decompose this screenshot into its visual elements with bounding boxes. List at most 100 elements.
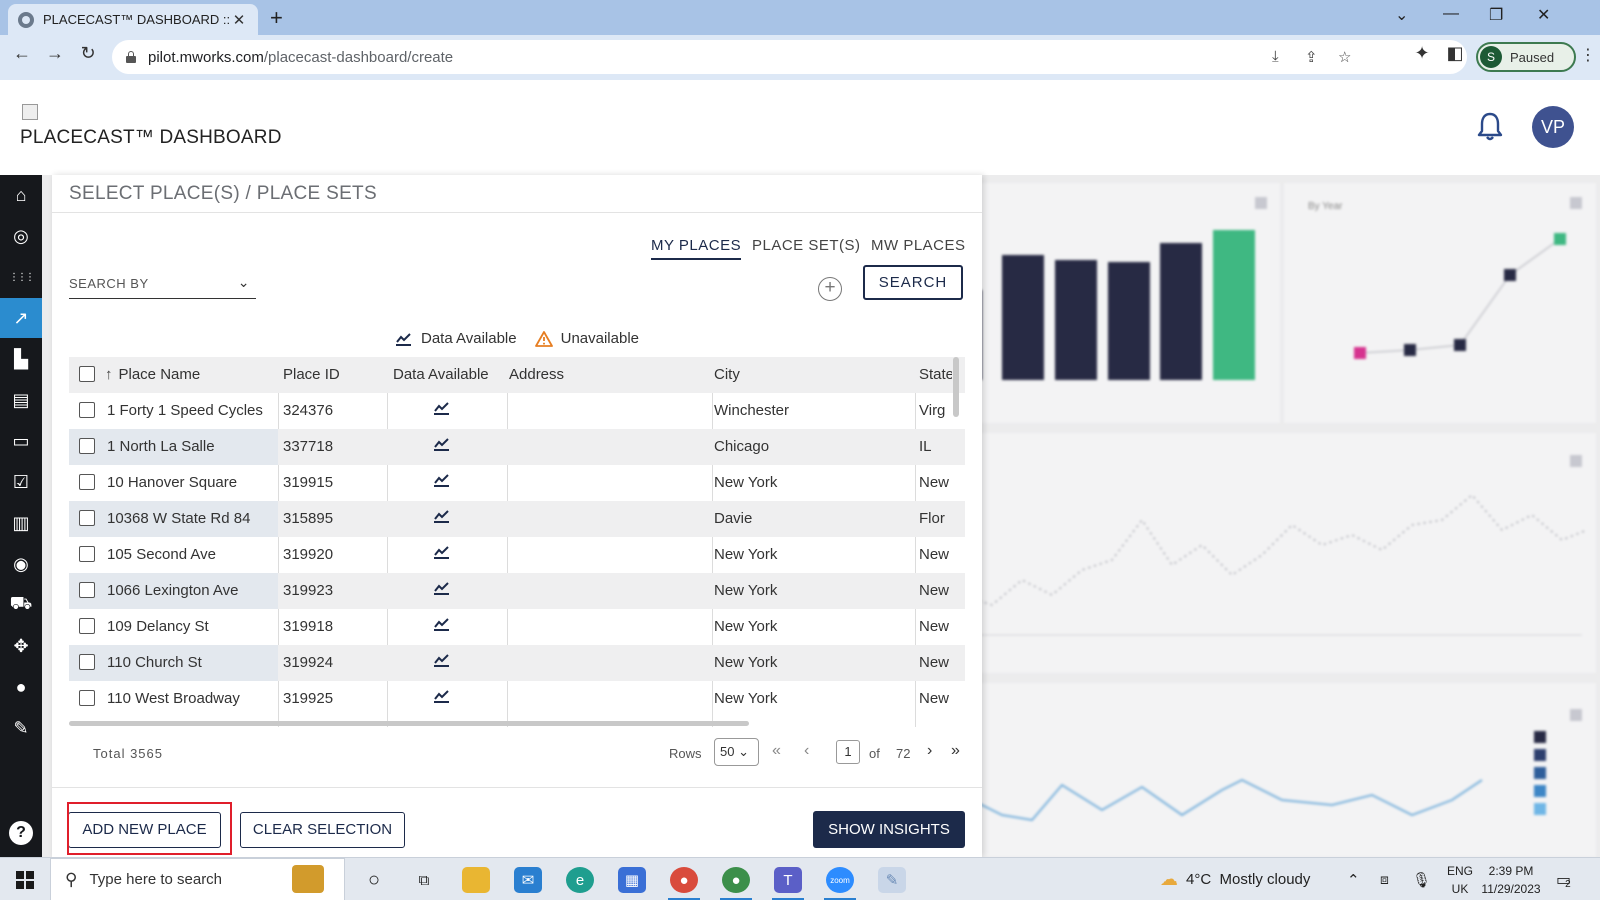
- rows-per-page-select[interactable]: 50 ⌄: [714, 738, 759, 766]
- add-circle-icon[interactable]: +: [818, 277, 842, 301]
- table-row[interactable]: 110 Church St 319924 New York New: [69, 645, 965, 681]
- close-tab-icon[interactable]: ✕: [232, 11, 246, 29]
- vertical-scrollbar[interactable]: [953, 357, 959, 417]
- last-page-icon[interactable]: »: [951, 742, 960, 759]
- restore-icon[interactable]: ❐: [1489, 7, 1504, 24]
- header-city[interactable]: City: [714, 366, 740, 383]
- table-row[interactable]: 105 Second Ave 319920 New York New: [69, 537, 965, 573]
- table-row[interactable]: 110 West Broadway 319925 New York New: [69, 681, 965, 717]
- table-row[interactable]: 1066 Lexington Ave 319923 New York New: [69, 573, 965, 609]
- mail-icon[interactable]: ✉: [514, 867, 542, 893]
- first-page-icon[interactable]: «: [772, 742, 781, 759]
- sidebar-checklist-icon[interactable]: ☑: [12, 471, 30, 492]
- table-row[interactable]: 1 North La Salle 337718 Chicago IL: [69, 429, 965, 465]
- briefcase-icon[interactable]: [292, 865, 324, 893]
- prev-page-icon[interactable]: ‹: [804, 742, 810, 759]
- sidebar-buildings-icon[interactable]: ▙: [14, 348, 28, 369]
- meet-now-icon[interactable]: ⧈: [1380, 871, 1389, 887]
- browser-menu-icon[interactable]: ⋮: [1580, 47, 1596, 64]
- sidebar-apps-grid-icon[interactable]: ⋮⋮⋮: [9, 271, 35, 283]
- share-icon[interactable]: ⇪: [1305, 49, 1318, 66]
- rows-label: Rows: [669, 746, 702, 761]
- header-state[interactable]: State: [919, 366, 952, 383]
- install-icon[interactable]: ⤓: [1272, 48, 1279, 65]
- teams-icon[interactable]: T: [774, 867, 802, 893]
- sidebar-home-icon[interactable]: ⌂: [15, 184, 27, 205]
- search-button[interactable]: SEARCH: [863, 265, 963, 300]
- search-by-dropdown[interactable]: SEARCH BY ⌄: [69, 273, 256, 299]
- tab-mw-places[interactable]: MW PLACES: [871, 237, 966, 254]
- cortana-icon[interactable]: ○: [367, 868, 381, 891]
- clock[interactable]: 2:39 PM 11/29/2023: [1474, 864, 1548, 896]
- row-checkbox[interactable]: [79, 681, 97, 717]
- sidebar-account-icon[interactable]: ●: [15, 676, 27, 697]
- sidebar-insights-icon[interactable]: ↗: [0, 298, 42, 338]
- page-number-input[interactable]: 1: [836, 740, 860, 764]
- sidebar-network-icon[interactable]: ✥: [13, 635, 29, 656]
- legend-unavailable-label: Unavailable: [560, 330, 639, 347]
- row-checkbox[interactable]: [79, 609, 97, 645]
- sidebar-display-icon[interactable]: ▭: [12, 430, 30, 451]
- window-close-icon[interactable]: ✕: [1537, 7, 1551, 24]
- reload-icon[interactable]: ↻: [80, 43, 96, 63]
- sidebar-tools-icon[interactable]: ✎: [13, 717, 29, 738]
- browser-tab[interactable]: PLACECAST™ DASHBOARD :: Mc ✕: [8, 4, 258, 35]
- sidebar-reports-icon[interactable]: ▤: [12, 389, 30, 410]
- help-icon[interactable]: ?: [9, 821, 33, 845]
- horizontal-scrollbar[interactable]: [69, 721, 749, 726]
- language-indicator[interactable]: ENG UK: [1443, 864, 1477, 896]
- tab-search-icon[interactable]: ⌄: [1395, 7, 1409, 24]
- bookmark-star-icon[interactable]: ☆: [1338, 49, 1352, 66]
- sidebar-compass-icon[interactable]: ◎: [13, 225, 29, 246]
- header-place-id[interactable]: Place ID: [283, 366, 340, 383]
- minimize-icon[interactable]: —: [1443, 5, 1459, 22]
- back-icon[interactable]: ←: [13, 43, 31, 63]
- add-new-place-button[interactable]: ADD NEW PLACE: [68, 812, 221, 848]
- tray-overflow-icon[interactable]: ⌃: [1347, 871, 1360, 889]
- edge-icon[interactable]: e: [566, 867, 594, 893]
- sort-ascending-icon[interactable]: ↑: [105, 366, 113, 383]
- forward-icon[interactable]: →: [46, 43, 64, 63]
- row-checkbox[interactable]: [79, 573, 97, 609]
- file-explorer-icon[interactable]: [462, 867, 490, 893]
- extensions-icon[interactable]: ✦: [1414, 43, 1430, 63]
- sidebar-target-icon[interactable]: ◉: [13, 553, 29, 574]
- notifications-icon[interactable]: ▭ 2: [1556, 871, 1572, 891]
- paint-icon[interactable]: ✎: [878, 867, 906, 893]
- sidebar-bar-chart-icon[interactable]: ▥: [12, 512, 30, 533]
- header-address[interactable]: Address: [509, 366, 565, 383]
- header-data-available[interactable]: Data Available: [393, 366, 489, 383]
- row-checkbox[interactable]: [79, 645, 97, 681]
- row-checkbox[interactable]: [79, 465, 97, 501]
- user-avatar[interactable]: VP: [1532, 106, 1574, 148]
- row-checkbox[interactable]: [79, 537, 97, 573]
- tab-my-places[interactable]: MY PLACES: [651, 237, 742, 260]
- windows-start-icon[interactable]: [16, 871, 34, 889]
- bell-icon[interactable]: [1477, 112, 1503, 142]
- chrome-profile-icon[interactable]: ●: [722, 867, 750, 893]
- store-icon[interactable]: ▦: [618, 867, 646, 893]
- header-place-name[interactable]: ↑ Place Name: [105, 357, 275, 393]
- new-tab-icon[interactable]: +: [270, 5, 283, 30]
- task-view-icon[interactable]: ⧉: [418, 871, 430, 889]
- profile-chip[interactable]: S Paused: [1476, 42, 1576, 72]
- next-page-icon[interactable]: ›: [927, 742, 933, 759]
- select-all-checkbox[interactable]: [79, 357, 97, 393]
- chrome-icon[interactable]: ●: [670, 867, 698, 893]
- show-insights-button[interactable]: SHOW INSIGHTS: [813, 811, 965, 848]
- table-row[interactable]: 1 Forty 1 Speed Cycles 324376 Winchester Vi…: [69, 393, 965, 429]
- weather-widget[interactable]: ☁ 4°C Mostly cloudy: [1160, 858, 1310, 900]
- microphone-icon[interactable]: 🎙: [1412, 871, 1432, 889]
- table-row[interactable]: 109 Delancy St 319918 New York New: [69, 609, 965, 645]
- clear-selection-button[interactable]: CLEAR SELECTION: [240, 812, 405, 848]
- side-panel-icon[interactable]: ◧: [1446, 43, 1464, 63]
- table-row[interactable]: 10368 W State Rd 84 315895 Davie Flor: [69, 501, 965, 537]
- table-row[interactable]: 10 Hanover Square 319915 New York New: [69, 465, 965, 501]
- row-checkbox[interactable]: [79, 393, 97, 429]
- address-bar[interactable]: pilot.mworks.com/placecast-dashboard/cre…: [112, 40, 1467, 74]
- sidebar-vehicles-icon[interactable]: ⛟: [9, 593, 33, 613]
- tab-place-sets[interactable]: PLACE SET(S): [752, 237, 861, 254]
- zoom-icon[interactable]: zoom: [826, 867, 854, 893]
- row-checkbox[interactable]: [79, 429, 97, 465]
- row-checkbox[interactable]: [79, 501, 97, 537]
